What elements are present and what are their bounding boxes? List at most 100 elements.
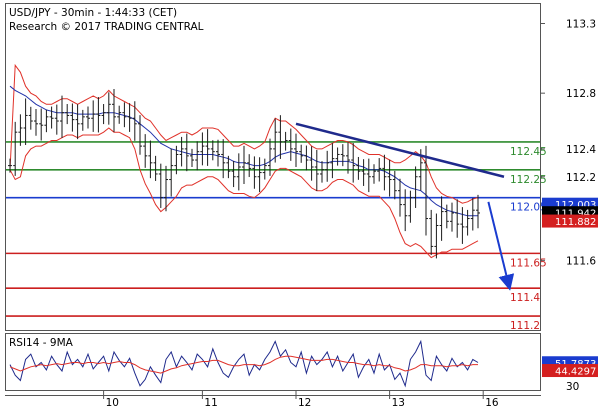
price-bar <box>148 140 153 179</box>
price-bar <box>366 158 371 193</box>
trendline-group <box>295 122 515 291</box>
rsi-ma-line <box>9 355 478 374</box>
price-bar <box>195 141 200 171</box>
price-bar <box>460 207 465 244</box>
bollinger-lower-band <box>9 127 479 259</box>
price-bar <box>184 133 189 172</box>
rsi-panel-frame <box>5 333 541 391</box>
price-bar <box>403 189 408 232</box>
price-axis-ticks: 113.3 112.8 112.4 112.2 111.6 <box>540 19 596 267</box>
price-bar <box>236 153 241 191</box>
price-bar <box>226 155 231 179</box>
rsi-tag-bg-1 <box>542 364 598 378</box>
price-bar <box>8 158 12 173</box>
price-bar <box>377 158 382 182</box>
level-label-0: 112.45 <box>510 146 547 158</box>
price-bar <box>268 138 272 176</box>
price-bar <box>283 131 288 151</box>
price-bar <box>205 129 210 166</box>
price-bar <box>465 209 470 236</box>
price-bar <box>351 143 356 183</box>
level-label-2: 112.05 <box>510 202 547 214</box>
price-bar <box>320 161 324 183</box>
price-bar <box>158 163 163 208</box>
price-bar <box>299 144 304 163</box>
price-bar <box>398 178 402 217</box>
price-bar <box>408 190 413 223</box>
rsi-panel-title: RSI14 - 9MA <box>9 337 74 349</box>
level-label-3: 111.65 <box>510 257 547 269</box>
y-tick-label-2: 112.4 <box>566 144 596 156</box>
price-bar <box>382 154 387 191</box>
price-bar <box>190 148 194 167</box>
y-tick-label-4: 111.6 <box>566 255 596 267</box>
price-bar <box>476 194 480 229</box>
price-bar <box>252 156 257 189</box>
price-bar <box>13 121 18 176</box>
price-bar <box>164 165 168 212</box>
price-bar <box>132 101 137 141</box>
price-tag-bg-2 <box>542 214 598 228</box>
price-bar <box>153 155 158 181</box>
price-bar <box>424 145 428 236</box>
level-label-5: 111.2 <box>510 320 540 332</box>
price-bar <box>127 103 132 132</box>
price-bar <box>330 143 335 179</box>
projection-arrow <box>487 201 515 291</box>
x-tick-label-2: 12 <box>298 397 311 409</box>
x-tick-label-0: 10 <box>106 397 119 409</box>
price-bar <box>179 136 184 167</box>
rsi-tag-label-1: 44.4297 <box>555 367 596 378</box>
price-bar <box>112 88 116 133</box>
price-bar <box>143 134 148 168</box>
price-bar <box>28 106 33 130</box>
rsi-lines <box>9 339 479 388</box>
price-bar <box>455 199 460 238</box>
price-bar <box>309 146 314 181</box>
price-bar <box>231 160 236 188</box>
price-bar <box>91 100 96 132</box>
time-axis-ticks: 10 11 12 13 16 <box>103 391 499 409</box>
price-bar <box>210 140 215 161</box>
price-bar <box>169 148 174 197</box>
y-tick-label-1: 112.8 <box>566 88 596 100</box>
price-bar <box>39 108 44 141</box>
price-bar <box>101 104 106 125</box>
price-bar <box>200 132 205 166</box>
price-bar <box>387 159 392 197</box>
price-bar <box>361 159 366 186</box>
price-bar <box>86 106 90 129</box>
x-tick-label-4: 16 <box>485 397 499 409</box>
copyright-text: Research © 2017 TRADING CENTRAL <box>9 21 204 33</box>
price-bar <box>372 164 376 184</box>
price-bar <box>80 109 85 131</box>
price-bar <box>117 105 122 124</box>
price-bar <box>49 106 54 129</box>
price-bar <box>434 213 439 259</box>
support-resistance-levels: 112.45 112.25 112.05 111.65 111.4 111.2 <box>6 141 547 332</box>
price-bar <box>444 204 449 229</box>
x-tick-label-1: 11 <box>204 397 217 409</box>
price-bar <box>18 114 23 146</box>
bollinger-upper-band <box>9 63 479 204</box>
price-bar <box>242 145 246 184</box>
price-bar <box>278 115 283 159</box>
chart-title: USD/JPY - 30min - 1:44:33 (CET) <box>9 7 177 19</box>
y-tick-label-0: 113.3 <box>566 19 596 31</box>
rsi-y-tick-label-0: 30 <box>566 381 579 393</box>
price-bar <box>429 209 434 256</box>
price-bar <box>138 115 142 155</box>
rsi-line <box>9 339 479 388</box>
x-tick-label-3: 13 <box>392 397 405 409</box>
price-bar <box>392 170 397 200</box>
price-bar <box>257 157 262 193</box>
price-bar <box>216 139 220 167</box>
price-bar <box>70 103 75 132</box>
price-bar <box>247 154 252 178</box>
price-bar <box>340 144 345 167</box>
price-bar <box>325 150 330 182</box>
price-tag-label-1: 111.942 <box>555 209 596 220</box>
